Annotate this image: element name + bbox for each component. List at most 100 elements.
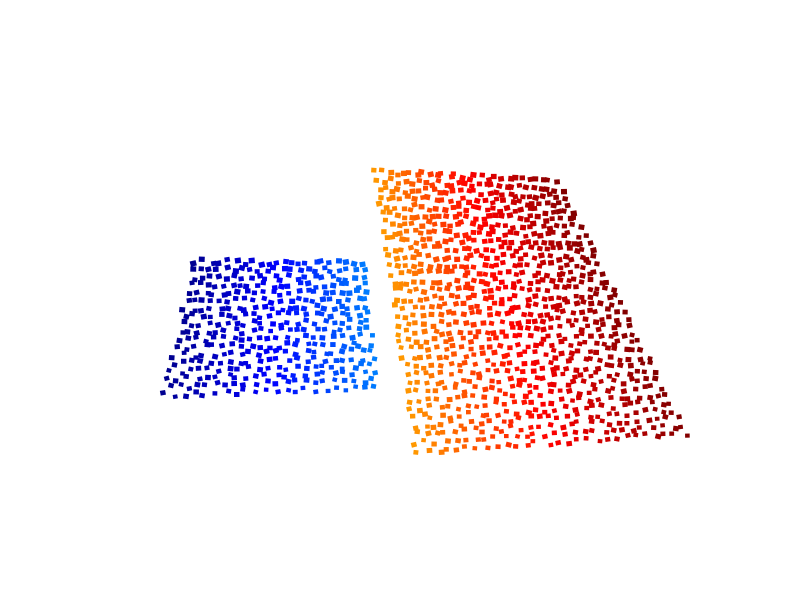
point-marker [423,193,431,201]
point-marker [178,381,184,388]
point-marker [425,252,432,259]
point-marker [204,374,211,381]
point-marker [574,348,581,354]
point-marker [432,205,439,212]
point-marker [502,232,509,238]
point-marker [483,412,490,418]
point-marker [573,367,580,374]
point-marker [239,351,246,358]
point-marker [612,292,618,298]
point-marker [416,177,423,184]
point-marker [497,212,505,219]
point-marker [231,272,238,279]
point-marker [309,298,316,305]
point-marker [225,290,232,297]
point-marker [221,351,228,357]
point-marker [447,336,455,343]
point-marker [550,188,558,195]
point-marker [405,170,412,176]
point-marker [206,330,213,337]
point-marker [400,170,407,177]
point-marker [381,179,389,186]
point-marker [249,297,256,303]
point-marker [294,337,300,343]
point-marker [463,353,470,360]
point-marker [344,297,351,303]
point-marker [668,410,674,415]
point-marker [594,286,600,292]
point-marker [393,297,401,304]
point-marker [420,288,428,296]
point-marker [474,303,480,309]
point-marker [421,411,429,418]
point-marker [159,389,166,396]
point-marker [532,194,540,202]
point-marker [493,367,500,374]
point-marker [336,268,343,274]
point-marker [488,238,494,244]
point-marker [293,310,300,316]
point-marker [493,426,499,432]
point-marker [238,337,245,343]
point-marker [598,378,604,385]
point-marker [472,384,478,390]
point-marker [489,247,496,254]
point-marker [212,391,218,396]
point-marker [386,261,393,268]
point-marker [466,378,473,384]
point-marker [361,384,368,390]
point-marker [497,175,505,182]
point-marker [507,183,515,191]
point-marker [599,271,606,278]
point-marker [351,340,357,346]
point-marker [550,202,558,209]
point-marker [248,257,255,264]
point-marker [523,233,529,239]
point-marker [547,388,555,395]
point-marker [278,325,285,331]
point-marker [407,244,415,251]
point-marker [256,315,263,321]
point-marker [395,323,402,330]
point-marker [530,230,538,237]
point-marker [501,419,507,424]
point-marker [526,194,533,200]
large-point-cloud [371,167,690,455]
point-marker [310,335,316,340]
point-marker [460,335,466,341]
point-marker [539,193,547,200]
point-marker [190,266,197,272]
point-marker [625,356,632,363]
point-marker [234,366,240,372]
point-marker [470,264,477,270]
point-marker [540,326,547,333]
point-marker [593,349,600,356]
point-marker [555,302,563,309]
point-marker [628,376,635,382]
point-marker [561,223,568,229]
point-marker [544,200,551,206]
point-marker [476,181,483,187]
point-marker [439,404,446,410]
point-marker [612,331,619,337]
point-marker [226,312,233,319]
point-marker [582,316,589,322]
point-marker [541,296,548,303]
point-marker [468,418,475,425]
point-marker [452,385,458,390]
point-marker [445,308,453,316]
point-marker [537,232,544,239]
point-marker [332,377,338,383]
point-marker [289,298,296,305]
point-marker [544,311,551,318]
point-marker [258,261,266,269]
point-marker [543,272,551,279]
point-marker [592,386,598,392]
point-marker [327,313,334,320]
point-marker [532,407,539,413]
point-marker [234,320,241,327]
point-marker [411,201,418,208]
point-marker [407,206,414,213]
point-marker [272,335,279,341]
point-marker [553,222,560,229]
